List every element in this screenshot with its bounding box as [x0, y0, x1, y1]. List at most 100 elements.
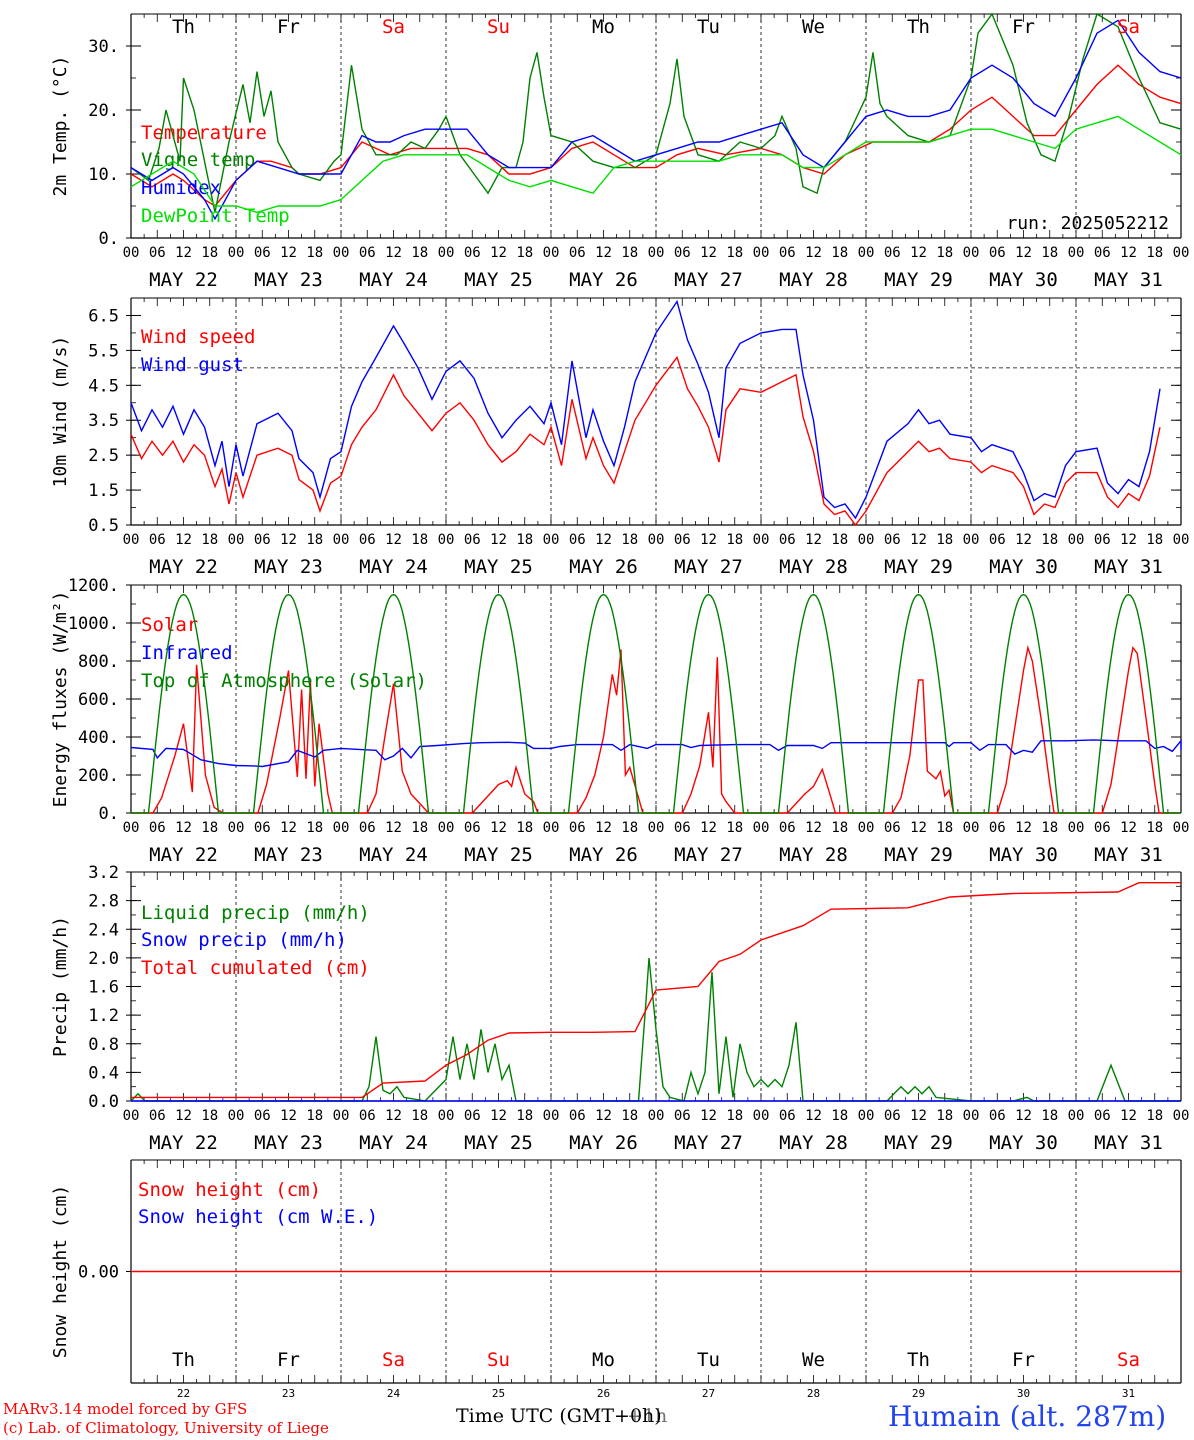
hour-tick-label: 12	[700, 245, 717, 261]
hour-tick-label: 00	[333, 1108, 350, 1124]
hour-tick-label: 06	[884, 820, 901, 836]
energy-y-tick-label: 1000.	[68, 614, 119, 634]
hour-tick-label: 18	[306, 820, 323, 836]
hour-tick-label: 12	[910, 1108, 927, 1124]
hour-tick-label: 00	[333, 820, 350, 836]
hour-tick-label: 18	[831, 532, 848, 548]
day-label: Th	[172, 16, 195, 38]
date-label: MAY 29	[884, 1132, 953, 1154]
hour-tick-label: 00	[963, 1108, 980, 1124]
date-label: MAY 26	[569, 1132, 638, 1154]
hour-tick-label: 18	[306, 532, 323, 548]
day-label: Th	[172, 1349, 195, 1371]
hour-tick-label: 00	[1173, 820, 1190, 836]
date-label: MAY 31	[1094, 269, 1163, 291]
hour-tick-label: 06	[569, 820, 586, 836]
hour-tick-label: 18	[726, 820, 743, 836]
date-label: MAY 25	[464, 269, 533, 291]
date-label: MAY 23	[254, 844, 323, 866]
date-number-label: 29	[912, 1387, 925, 1400]
date-label: MAY 26	[569, 269, 638, 291]
date-label: MAY 25	[464, 844, 533, 866]
hour-tick-label: 12	[280, 820, 297, 836]
day-label: We	[802, 16, 825, 38]
hour-tick-label: 18	[831, 1108, 848, 1124]
hour-tick-label: 18	[306, 245, 323, 261]
hour-tick-label: 12	[280, 245, 297, 261]
precip-legend-entry: Snow precip (mm/h)	[141, 929, 347, 951]
hour-tick-label: 06	[674, 245, 691, 261]
date-label: MAY 22	[149, 556, 218, 578]
hour-tick-label: 12	[280, 532, 297, 548]
energy-y-tick-label: 200.	[78, 766, 119, 786]
hour-tick-label: 06	[1094, 1108, 1111, 1124]
hour-tick-label: 12	[385, 1108, 402, 1124]
hour-tick-label: 00	[648, 820, 665, 836]
run-label: run: 2025052212	[1006, 213, 1169, 234]
hour-tick-label: 00	[1173, 532, 1190, 548]
hour-tick-label: 00	[1068, 820, 1085, 836]
hour-tick-label: 00	[333, 532, 350, 548]
hour-tick-label: 18	[1041, 820, 1058, 836]
precip-legend-entry: Total cumulated (cm)	[141, 957, 370, 979]
hour-tick-label: 00	[1068, 245, 1085, 261]
date-label: MAY 23	[254, 1132, 323, 1154]
hour-tick-label: 00	[543, 245, 560, 261]
day-label: Sa	[382, 16, 405, 38]
day-label: Mo	[592, 16, 615, 38]
hour-tick-label: 06	[569, 532, 586, 548]
hour-tick-label: 06	[779, 1108, 796, 1124]
date-label: MAY 27	[674, 269, 743, 291]
date-label: MAY 23	[254, 556, 323, 578]
date-label: MAY 28	[779, 556, 848, 578]
date-label: MAY 27	[674, 1132, 743, 1154]
hour-tick-label: 06	[989, 532, 1006, 548]
date-label: MAY 28	[779, 269, 848, 291]
precip-y-tick-label: 2.8	[88, 892, 119, 912]
hour-tick-label: 00	[1173, 1108, 1190, 1124]
hour-tick-label: 06	[569, 245, 586, 261]
hour-tick-label: 12	[595, 820, 612, 836]
hour-tick-label: 12	[490, 532, 507, 548]
hour-tick-label: 12	[1120, 532, 1137, 548]
precip-y-tick-label: 3.2	[88, 863, 119, 883]
hour-tick-label: 18	[516, 1108, 533, 1124]
hour-tick-label: 00	[963, 820, 980, 836]
hour-tick-label: 12	[910, 245, 927, 261]
date-label: MAY 28	[779, 844, 848, 866]
energy-y-tick-label: 400.	[78, 728, 119, 748]
date-label: MAY 30	[989, 269, 1058, 291]
hour-tick-label: 12	[700, 820, 717, 836]
hour-tick-label: 06	[569, 1108, 586, 1124]
snow-y-tick-label: 0.00	[78, 1263, 119, 1283]
hour-tick-label: 00	[438, 245, 455, 261]
hour-tick-label: 12	[805, 245, 822, 261]
precip-y-tick-label: 0.4	[88, 1063, 119, 1083]
hour-tick-label: 18	[201, 820, 218, 836]
hour-tick-label: 06	[1094, 532, 1111, 548]
hour-tick-label: 18	[726, 1108, 743, 1124]
date-label: MAY 27	[674, 556, 743, 578]
hour-tick-label: 12	[175, 1108, 192, 1124]
hour-tick-label: 18	[411, 1108, 428, 1124]
date-label: MAY 24	[359, 556, 428, 578]
hour-tick-label: 06	[149, 1108, 166, 1124]
hour-tick-label: 12	[805, 820, 822, 836]
temp-legend-entry: Temperature	[141, 122, 267, 144]
hour-tick-label: 18	[831, 820, 848, 836]
temp-series-temperature	[130, 64, 1182, 207]
hour-tick-label: 06	[359, 1108, 376, 1124]
wind-y-tick-label: 0.5	[88, 516, 119, 536]
hour-tick-label: 18	[411, 245, 428, 261]
hour-tick-label: 18	[516, 532, 533, 548]
wind-series-wind-gust	[130, 299, 1161, 520]
hour-tick-label: 18	[201, 532, 218, 548]
date-number-label: 26	[597, 1387, 610, 1400]
temp-y-axis-label: 2m Temp. (°C)	[50, 56, 71, 197]
precip-y-tick-label: 2.0	[88, 949, 119, 969]
hour-tick-label: 18	[1146, 1108, 1163, 1124]
hour-tick-label: 06	[989, 1108, 1006, 1124]
date-number-label: 27	[702, 1387, 715, 1400]
date-number-label: 25	[492, 1387, 505, 1400]
